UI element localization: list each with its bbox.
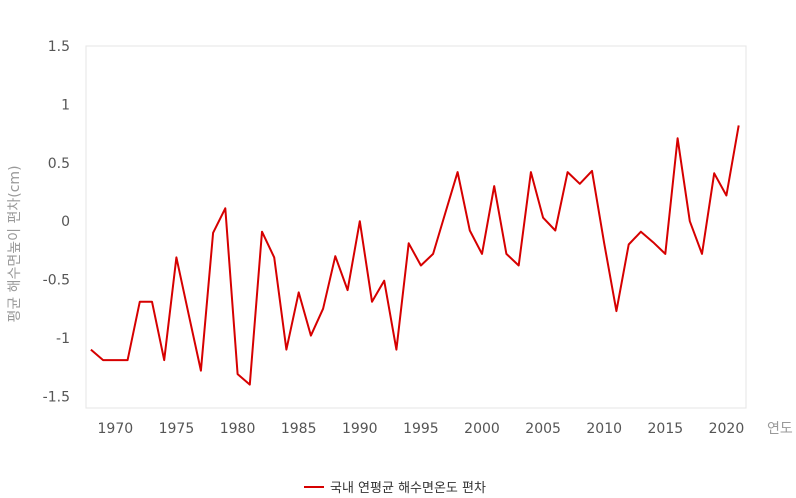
data-point[interactable] — [661, 250, 669, 258]
data-point[interactable] — [539, 214, 547, 222]
data-point[interactable] — [649, 238, 657, 246]
data-point[interactable] — [515, 262, 523, 270]
data-point[interactable] — [405, 239, 413, 247]
data-point[interactable] — [576, 180, 584, 188]
y-axis-ticks: -1.5 -1 -0.5 0 0.5 1 1.5 — [43, 39, 70, 405]
x-tick-label: 2020 — [709, 421, 745, 437]
x-tick-label: 1990 — [342, 421, 378, 437]
legend-label: 국내 연평균 해수면온도 편차 — [330, 481, 486, 496]
data-point[interactable] — [698, 250, 706, 258]
data-point[interactable] — [722, 192, 730, 200]
x-axis-title: 연도 — [767, 421, 793, 437]
data-point[interactable] — [197, 367, 205, 375]
x-tick-label: 1995 — [403, 421, 439, 437]
y-axis-title: 평균 해수면높이 편차(cm) — [7, 165, 23, 322]
plot-frame — [85, 45, 747, 409]
x-tick-label: 1980 — [220, 421, 256, 437]
data-point[interactable] — [392, 346, 400, 354]
data-point[interactable] — [124, 356, 132, 364]
data-point[interactable] — [588, 167, 596, 175]
data-point[interactable] — [625, 241, 633, 249]
y-tick-label: -1.5 — [43, 389, 70, 405]
data-point[interactable] — [246, 381, 254, 389]
data-point[interactable] — [417, 262, 425, 270]
data-point[interactable] — [295, 288, 303, 296]
x-tick-label: 1975 — [159, 421, 195, 437]
data-point[interactable] — [319, 305, 327, 313]
data-point[interactable] — [307, 332, 315, 340]
series-line[interactable] — [90, 125, 740, 386]
legend[interactable]: 국내 연평균 해수면온도 편차 — [304, 481, 486, 496]
data-point[interactable] — [502, 250, 510, 258]
y-tick-label: -0.5 — [43, 273, 70, 289]
data-point[interactable] — [111, 356, 119, 364]
data-point[interactable] — [564, 168, 572, 176]
data-point[interactable] — [185, 311, 193, 319]
x-axis-ticks: 1970 1975 1980 1985 1990 1995 2000 2005 2010 2015… — [98, 421, 745, 437]
data-point[interactable] — [454, 168, 462, 176]
x-tick-label: 2005 — [525, 421, 561, 437]
x-tick-label: 2010 — [586, 421, 622, 437]
series-layer — [87, 121, 743, 389]
data-point[interactable] — [735, 121, 743, 129]
data-point[interactable] — [160, 356, 168, 364]
data-point[interactable] — [148, 298, 156, 306]
data-point[interactable] — [258, 228, 266, 236]
data-point[interactable] — [466, 227, 474, 235]
data-point[interactable] — [429, 250, 437, 258]
data-point[interactable] — [99, 356, 107, 364]
y-tick-label: 0.5 — [48, 156, 70, 172]
x-tick-label: 1970 — [98, 421, 134, 437]
data-point[interactable] — [282, 346, 290, 354]
data-point[interactable] — [551, 227, 559, 235]
data-point[interactable] — [368, 298, 376, 306]
data-point[interactable] — [87, 346, 95, 354]
data-point[interactable] — [331, 252, 339, 260]
data-point[interactable] — [674, 134, 682, 142]
data-point[interactable] — [221, 204, 229, 212]
x-tick-label: 1985 — [281, 421, 317, 437]
data-point[interactable] — [637, 228, 645, 236]
y-tick-label: -1 — [56, 331, 70, 347]
y-tick-label: 1.5 — [48, 39, 70, 55]
data-point[interactable] — [356, 217, 364, 225]
data-point[interactable] — [527, 168, 535, 176]
data-point[interactable] — [441, 209, 449, 217]
y-tick-label: 1 — [61, 97, 70, 113]
data-point[interactable] — [612, 307, 620, 315]
data-point[interactable] — [344, 286, 352, 294]
data-point[interactable] — [172, 253, 180, 261]
data-point[interactable] — [136, 298, 144, 306]
data-point[interactable] — [234, 370, 242, 378]
data-point[interactable] — [478, 250, 486, 258]
data-point[interactable] — [270, 253, 278, 261]
data-point[interactable] — [209, 229, 217, 237]
data-point[interactable] — [710, 169, 718, 177]
y-tick-label: 0 — [61, 214, 70, 230]
data-point[interactable] — [380, 277, 388, 285]
data-point[interactable] — [686, 217, 694, 225]
x-tick-label: 2000 — [464, 421, 500, 437]
data-point[interactable] — [490, 182, 498, 190]
data-point[interactable] — [600, 239, 608, 247]
x-tick-label: 2015 — [648, 421, 684, 437]
